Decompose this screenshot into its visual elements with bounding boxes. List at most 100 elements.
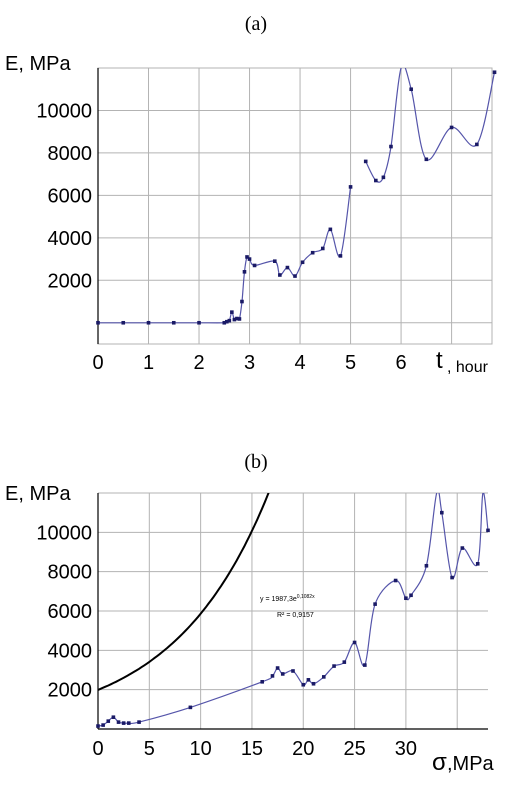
panel-b-data-point xyxy=(106,719,111,723)
panel-b-data-point xyxy=(440,510,444,515)
panel-b-x-axis-unit: ,MPa xyxy=(447,753,495,775)
panel-a-x-tick-label: 5 xyxy=(345,352,356,374)
panel-b-data-point xyxy=(291,669,295,673)
panel-a-data-point xyxy=(230,310,234,314)
panel-a: (a) E, MPa 0 1 2 3 4 5 6200040006000800010000 … xyxy=(5,13,497,376)
panel-b-trendline xyxy=(98,493,270,691)
panel-b-label: (b) xyxy=(244,451,267,473)
panel-a-x-tick-label: 4 xyxy=(294,352,305,374)
panel-b-y-tick-label: 2000 xyxy=(48,680,93,702)
trendline-r-squared: R² = 0,9157 xyxy=(277,612,314,619)
panel-a-data-point xyxy=(348,185,353,189)
panel-a-series-line xyxy=(98,186,352,324)
panel-a-data-point xyxy=(222,320,227,325)
panel-a-data-point xyxy=(492,70,497,75)
panel-b-y-tick-label: 8000 xyxy=(48,562,93,584)
panel-a-data-point xyxy=(278,273,282,277)
panel-a-data-point xyxy=(225,319,229,324)
panel-a-data-point xyxy=(310,250,315,255)
panel-b-data-point xyxy=(460,546,465,550)
panel-a-data-point xyxy=(96,320,100,325)
panel-b-x-tick-label: 10 xyxy=(190,738,212,760)
panel-b-data-point xyxy=(450,575,454,580)
panel-a-data-point xyxy=(328,227,333,232)
panel-b-data-point xyxy=(137,720,141,724)
panel-b-x-tick-label: 20 xyxy=(292,738,314,760)
panel-b-data-point xyxy=(306,678,311,682)
panel-b-x-tick-label: 5 xyxy=(144,738,155,760)
panel-a-data-point xyxy=(235,316,239,321)
panel-a-data-point xyxy=(242,270,247,274)
panel-a-data-point xyxy=(293,274,297,278)
panel-a-series-line xyxy=(365,68,496,183)
trendline-formula: y = 1987,3e0,1082x xyxy=(260,594,315,603)
panel-b-x-axis-label: σ xyxy=(432,749,447,776)
panel-b-y-tick-label: 4000 xyxy=(48,640,93,662)
panel-a-data-point xyxy=(227,318,232,323)
panel-a-data-point xyxy=(449,125,454,130)
panel-a-x-tick-label: 0 xyxy=(92,352,103,374)
panel-a-data-point xyxy=(338,254,343,258)
panel-b-y-axis-label: E, MPa xyxy=(5,483,71,505)
panel-a-x-tick-label: 6 xyxy=(396,352,407,374)
panel-a-data-point xyxy=(121,320,126,325)
panel-a-data-point xyxy=(272,259,277,263)
panel-a-data-point xyxy=(247,257,252,261)
panel-b-data-point xyxy=(101,723,105,727)
trendline-formula-base: y = 1987,3e xyxy=(260,596,297,603)
panel-a-data-point xyxy=(363,159,368,164)
panel-a-x-axis-unit: , hour xyxy=(447,359,489,376)
panel-b-data-point xyxy=(126,721,131,725)
panel-b-x-tick-label: 15 xyxy=(241,738,263,760)
panel-b-data-point xyxy=(321,675,326,679)
panel-a-data-point xyxy=(300,260,305,265)
panel-a-label: (a) xyxy=(245,13,267,35)
panel-b-data-point xyxy=(363,663,367,667)
panel-b-trendline-equation: y = 1987,3e0,1082x R² = 0,9157 xyxy=(260,594,315,619)
panel-b-data-point xyxy=(475,562,480,566)
panel-a-y-tick-label: 4000 xyxy=(48,228,93,250)
panel-a-data-point xyxy=(381,175,386,180)
panel-a-data-point xyxy=(252,263,257,268)
panel-b: (b) E, MPa 0 5 10 15 20 25 30 2000 4000 6000 8000 1… xyxy=(5,451,495,776)
panel-a-data-point xyxy=(197,320,201,325)
panel-b-y-tick-label: 10000 xyxy=(36,522,92,544)
panel-a-data-point xyxy=(232,317,237,322)
panel-b-data-point xyxy=(301,682,306,687)
panel-b-data-point xyxy=(270,674,275,678)
panel-a-data-point xyxy=(285,265,290,270)
panel-b-data-point xyxy=(404,596,408,601)
panel-b-data-point xyxy=(260,680,265,684)
panel-a-x-tick-label: 2 xyxy=(193,352,204,374)
panel-b-data-point xyxy=(373,602,377,606)
panel-a-y-tick-label: 10000 xyxy=(36,100,92,122)
panel-a-y-axis-label: E, MPa xyxy=(5,53,71,75)
panel-a-y-tick-label: 6000 xyxy=(48,185,93,207)
panel-a-data-point xyxy=(245,255,249,259)
panel-a-x-axis-label: t xyxy=(436,347,443,374)
panel-a-data-point xyxy=(389,144,393,149)
panel-b-data-point xyxy=(342,660,347,664)
panel-b-x-tick-label: 0 xyxy=(92,738,103,760)
panel-a-data-point xyxy=(424,157,429,162)
panel-a-y-tick-label: 2000 xyxy=(48,270,93,292)
panel-a-data-point xyxy=(240,299,244,304)
panel-b-data-point xyxy=(352,640,357,645)
panel-b-data-point xyxy=(111,715,116,719)
panel-b-y-tick-label: 6000 xyxy=(48,601,93,623)
panel-b-data-point xyxy=(409,593,413,598)
panel-a-data-point xyxy=(409,87,413,92)
panel-b-data-point xyxy=(280,672,285,676)
trendline-formula-exponent: 0,1082x xyxy=(297,594,315,600)
panel-b-data-point xyxy=(393,578,398,583)
panel-a-data-point xyxy=(237,317,242,321)
panel-b-data-point xyxy=(311,681,316,686)
panel-b-data-point xyxy=(121,721,126,725)
panel-a-data-point xyxy=(475,142,479,147)
panel-a-data-point xyxy=(374,178,378,183)
panel-b-data-point xyxy=(424,563,429,568)
panel-b-data-point xyxy=(96,724,100,728)
panel-a-data-point xyxy=(171,320,176,325)
panel-b-x-tick-label: 30 xyxy=(395,738,417,760)
